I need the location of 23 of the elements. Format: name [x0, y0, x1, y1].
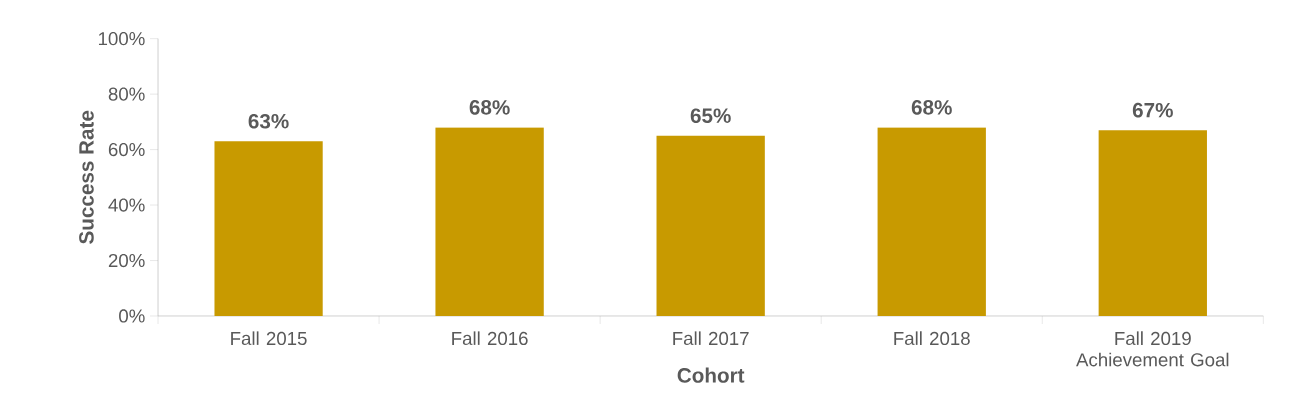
bar	[435, 127, 544, 316]
y-tick-label: 20%	[108, 253, 145, 268]
y-tick-label: 80%	[108, 87, 145, 101]
y-tick-label: 40%	[108, 198, 145, 212]
x-tick-label: Fall 2015	[231, 331, 307, 346]
y-axis-title: Success Rate	[79, 110, 94, 244]
data-label: 65%	[690, 108, 731, 124]
bar	[656, 135, 765, 316]
x-axis-title: Cohort	[677, 367, 745, 383]
x-tick-label: Fall 2019 Achievement Goal	[1076, 331, 1229, 367]
x-tick-label: Fall 2016	[452, 331, 528, 346]
data-label: 67%	[1132, 102, 1173, 118]
x-tick-label: Fall 2018	[894, 331, 970, 346]
bar	[214, 141, 323, 316]
bar	[1098, 130, 1207, 316]
y-tick-label: 60%	[108, 142, 145, 157]
y-tick-label: 100%	[98, 32, 145, 46]
data-label: 63%	[248, 113, 289, 129]
x-tick-label: Fall 2017	[673, 331, 749, 346]
bar	[877, 127, 986, 316]
y-tick-label: 0%	[119, 309, 145, 323]
data-label: 68%	[911, 100, 952, 115]
data-label: 68%	[469, 100, 510, 115]
